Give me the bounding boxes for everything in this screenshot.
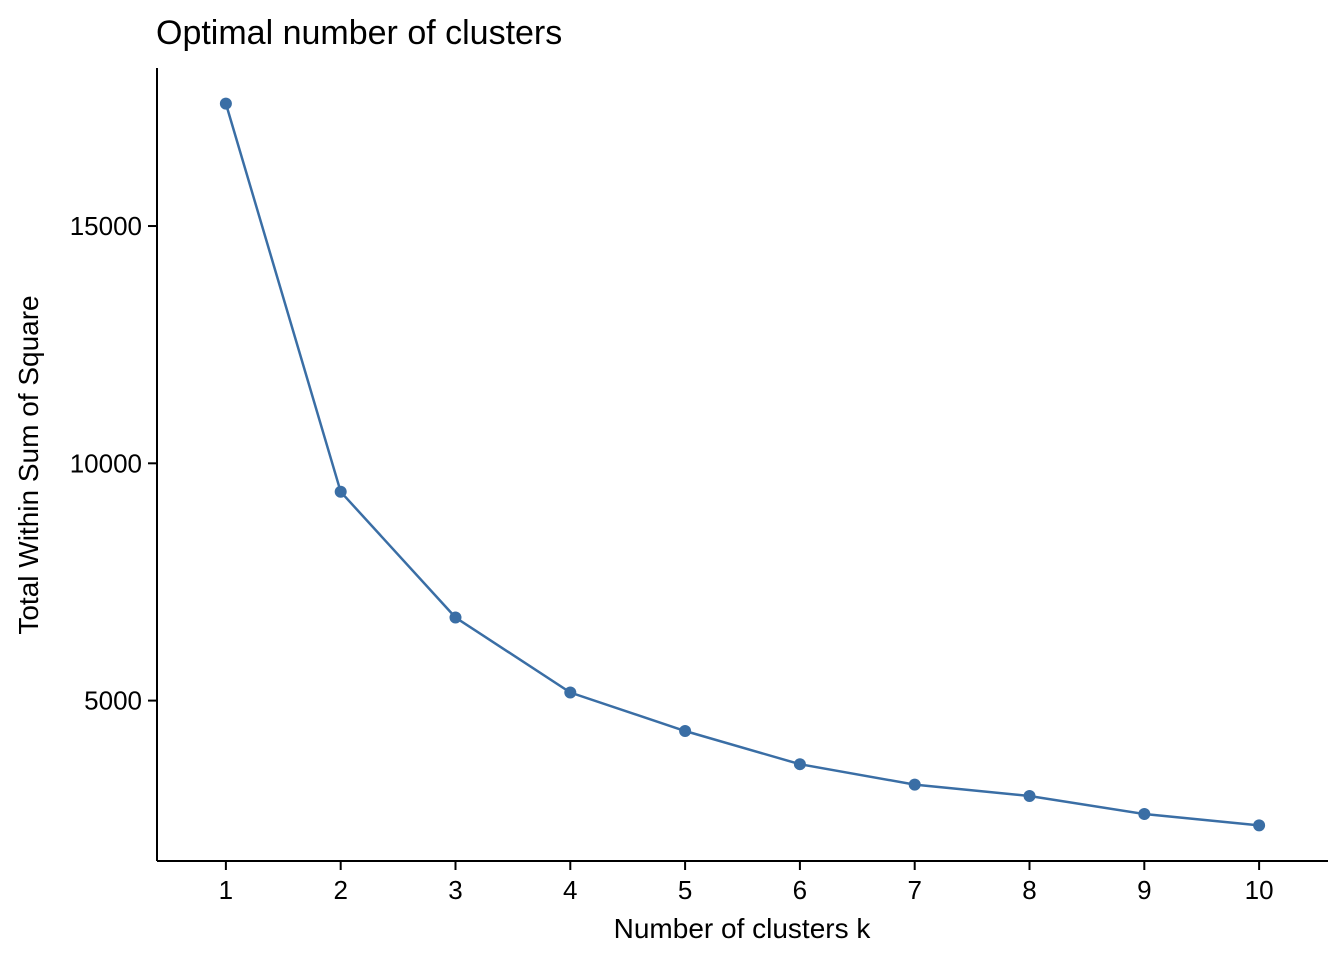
- plot-area: [219, 97, 1266, 832]
- x-tick-label: 8: [1022, 875, 1036, 905]
- y-tick-label: 5000: [84, 686, 142, 716]
- x-axis-label: Number of clusters k: [614, 913, 872, 944]
- data-point: [1138, 808, 1151, 821]
- y-axis-label: Total Within Sum of Square: [13, 295, 44, 634]
- data-point: [1253, 819, 1266, 832]
- x-tick-label: 6: [793, 875, 807, 905]
- data-point: [219, 97, 232, 110]
- chart-title: Optimal number of clusters: [156, 14, 562, 52]
- x-tick-label: 5: [678, 875, 692, 905]
- data-point: [793, 758, 806, 771]
- y-tick-label: 10000: [70, 448, 142, 478]
- x-tick-label: 2: [333, 875, 347, 905]
- x-tick-label: 3: [448, 875, 462, 905]
- series-line: [224, 103, 1260, 827]
- x-ticks: 1 2 3 4 5 6 7 8 9 10: [219, 861, 1274, 905]
- x-tick-label: 1: [219, 875, 233, 905]
- data-point: [449, 611, 462, 624]
- data-point: [334, 485, 347, 498]
- x-tick-label: 4: [563, 875, 577, 905]
- data-point: [1023, 789, 1036, 802]
- y-ticks: 5000 10000 15000: [70, 211, 157, 716]
- x-tick-label: 10: [1245, 875, 1274, 905]
- y-tick-label: 15000: [70, 211, 142, 241]
- data-point: [564, 686, 577, 699]
- x-tick-label: 9: [1137, 875, 1151, 905]
- x-tick-label: 7: [907, 875, 921, 905]
- data-point: [679, 724, 692, 737]
- data-point: [908, 778, 921, 791]
